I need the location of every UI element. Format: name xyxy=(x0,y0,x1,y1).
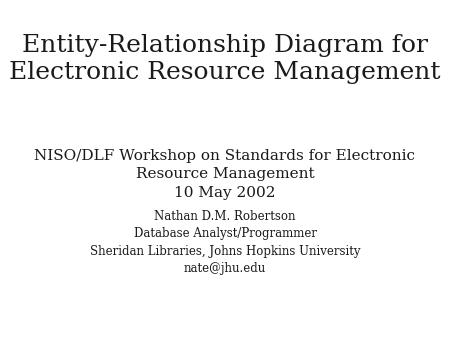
Text: Nathan D.M. Robertson
Database Analyst/Programmer
Sheridan Libraries, Johns Hopk: Nathan D.M. Robertson Database Analyst/P… xyxy=(90,210,360,275)
Text: Entity-Relationship Diagram for
Electronic Resource Management: Entity-Relationship Diagram for Electron… xyxy=(9,34,441,84)
Text: NISO/DLF Workshop on Standards for Electronic
Resource Management
10 May 2002: NISO/DLF Workshop on Standards for Elect… xyxy=(35,149,415,199)
